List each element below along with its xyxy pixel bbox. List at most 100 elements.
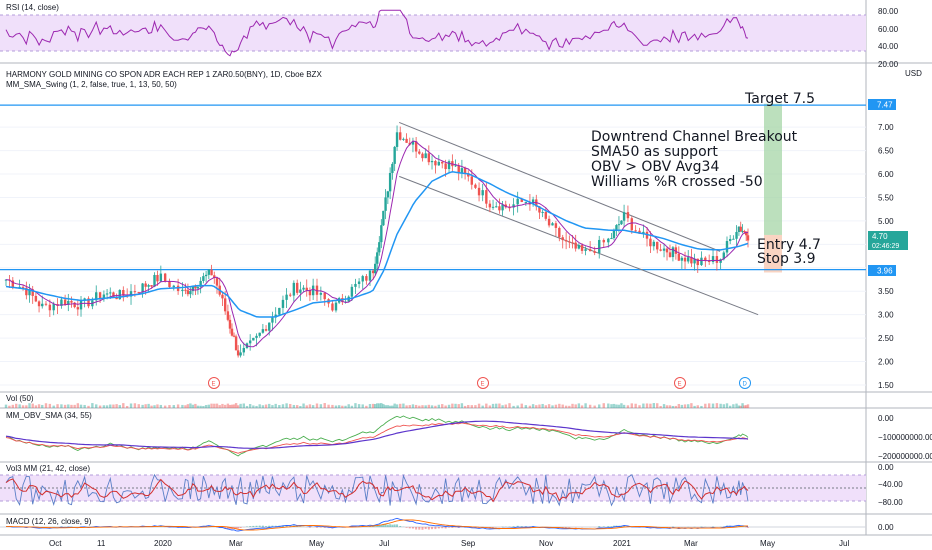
volume-bar: [481, 405, 484, 408]
volume-bar: [491, 403, 495, 408]
volume-bar: [299, 405, 302, 408]
candle-body: [11, 280, 15, 288]
time-tick: 2021: [613, 539, 631, 548]
volume-bar: [402, 403, 405, 408]
candle-body: [531, 199, 535, 205]
candle-body: [334, 302, 338, 311]
rsi-axis: 80.00 60.00 40.00 20.00: [878, 7, 899, 69]
volume-bar: [737, 405, 741, 408]
candle-body: [554, 223, 558, 228]
volume-bar: [41, 404, 44, 408]
volume-bar: [743, 405, 746, 408]
time-tick: May: [309, 539, 324, 548]
wr-label: Vol3 MM (21, 42, close): [6, 464, 90, 473]
candle-body: [261, 329, 265, 333]
candle-body: [299, 289, 302, 293]
volume-bar: [91, 403, 94, 408]
candle-body: [194, 286, 197, 289]
volume-bar: [341, 405, 344, 408]
volume-bar: [199, 405, 202, 408]
candle-body: [302, 287, 305, 290]
volume-bar: [535, 405, 538, 408]
volume-bar: [102, 405, 106, 408]
macd-hist-bar: [623, 525, 626, 527]
candle-body: [115, 297, 118, 300]
earnings-badge[interactable]: E: [674, 377, 686, 389]
volume-bar: [118, 405, 121, 408]
volume-bar: [207, 404, 211, 408]
candle-body: [411, 141, 415, 145]
volume-bar: [176, 404, 180, 408]
rsi-band: [0, 15, 866, 51]
volume-bar: [690, 403, 693, 408]
volume-bar: [191, 404, 195, 408]
target-zone: [764, 103, 782, 235]
volume-bar: [485, 403, 488, 408]
candle-body: [70, 300, 73, 303]
obv-axis: 0.00 −100000000.00 −200000000.00: [878, 414, 932, 461]
volume-bar: [411, 404, 415, 408]
volume-bar: [285, 403, 288, 408]
candle-body: [118, 290, 121, 300]
volume-bar: [213, 403, 216, 408]
volume-bar: [741, 403, 744, 408]
volume-bar: [44, 403, 48, 408]
candle-body: [501, 204, 504, 211]
candle-body: [63, 299, 67, 305]
volume-bar: [87, 405, 90, 408]
candle-body: [662, 248, 666, 251]
macd-hist-bar: [374, 526, 377, 527]
candle-body: [83, 298, 86, 300]
price-tick: 6.00: [878, 170, 894, 179]
volume-bar: [319, 404, 323, 408]
candle-body: [226, 311, 230, 320]
volume-bar: [395, 404, 399, 408]
volume-bar: [434, 405, 437, 408]
svg-text:4.70: 4.70: [872, 232, 888, 241]
volume-bar: [508, 403, 511, 408]
volume-bar: [52, 405, 55, 408]
candle-body: [498, 206, 501, 211]
macd-hist-bar: [448, 527, 451, 528]
macd-hist-bar: [268, 525, 271, 527]
annotation-line3: OBV > OBV Avg34: [591, 159, 719, 175]
macd-hist-bar: [444, 527, 447, 529]
candle-body: [454, 165, 457, 167]
annotation-line4: Williams %R crossed -50: [591, 174, 763, 190]
volume-bar: [331, 404, 334, 408]
volume-bar: [414, 404, 418, 408]
dividend-badge[interactable]: D: [739, 377, 751, 389]
candle-body: [668, 252, 672, 258]
earnings-badge[interactable]: E: [477, 377, 489, 389]
candle-body: [34, 295, 38, 302]
macd-hist-bar: [528, 526, 531, 527]
volume-bar: [622, 404, 626, 408]
candle-body: [255, 335, 258, 338]
macd-hist-bar: [386, 524, 389, 527]
volume-bar: [554, 404, 558, 408]
volume-bar: [141, 404, 144, 408]
svg-text:7.47: 7.47: [877, 101, 893, 110]
earnings-badge[interactable]: E: [208, 377, 220, 389]
candle-body: [424, 153, 427, 159]
candle-body: [735, 231, 738, 239]
volume-bar: [357, 404, 361, 408]
macd-hist-bar: [393, 524, 396, 527]
volume-bar: [520, 403, 523, 408]
volume-bar: [693, 405, 696, 408]
candle-body: [485, 190, 488, 204]
volume-bar: [577, 403, 581, 408]
candle-body: [656, 241, 659, 250]
volume-bar: [221, 403, 224, 408]
candle-body: [571, 242, 574, 244]
volume-bar: [245, 405, 249, 408]
volume-bar: [232, 404, 236, 408]
candle-body: [584, 249, 587, 251]
time-tick: Oct: [49, 539, 62, 548]
volume-bar: [498, 403, 501, 408]
candle-body: [371, 270, 375, 274]
candle-body: [474, 184, 477, 188]
candle-body: [524, 201, 528, 203]
rsi-tick: 40.00: [878, 42, 899, 51]
